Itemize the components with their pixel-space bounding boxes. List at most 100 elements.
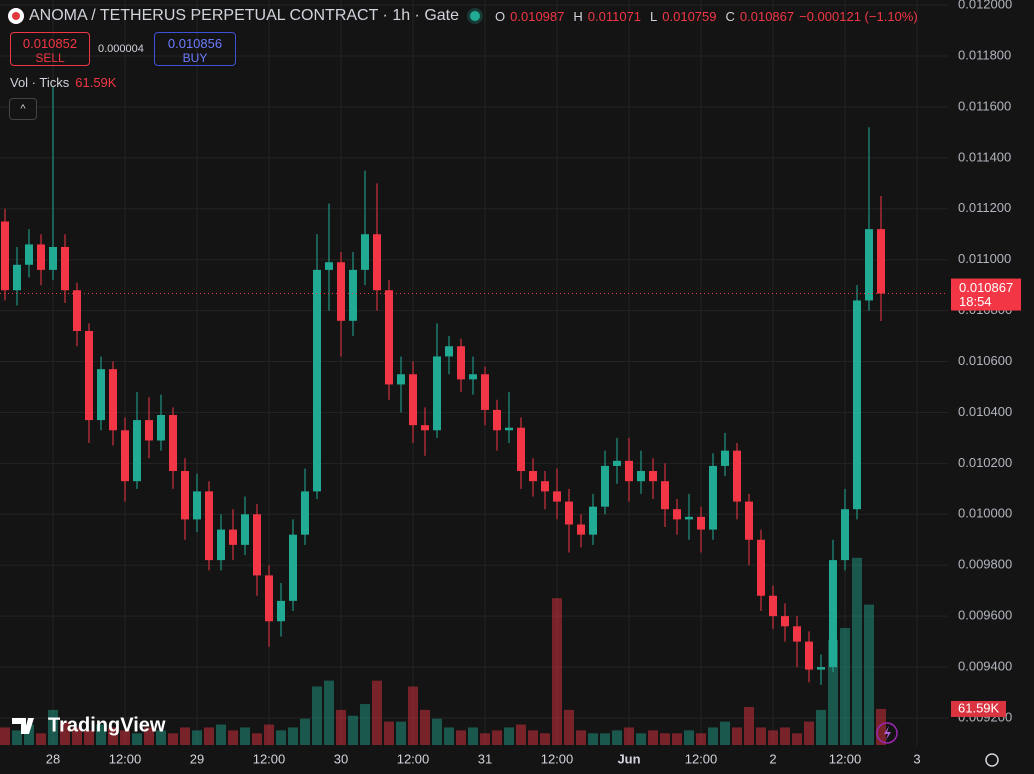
x-tick-label: 12:00 [253, 751, 286, 766]
volume-bar [840, 628, 850, 745]
candle-body [709, 465, 717, 530]
candle-body [769, 595, 777, 617]
candle-body [505, 427, 513, 431]
x-tick-label: 12:00 [685, 751, 718, 766]
volume-value: 61.59K [75, 75, 117, 90]
symbol-logo [8, 8, 24, 24]
candle-body [97, 369, 105, 421]
buy-button[interactable]: 0.010856 BUY [154, 32, 236, 66]
last-price-tag [951, 278, 1021, 311]
candle-body [265, 575, 273, 622]
candle-body [397, 374, 405, 385]
volume-bar [516, 724, 526, 745]
y-tick-label: 0.010400 [958, 404, 1012, 419]
x-tick-label: 12:00 [541, 751, 574, 766]
candle-body [601, 465, 609, 507]
settings-icon[interactable] [985, 753, 999, 767]
volume-bar [36, 733, 46, 745]
volume-bar [780, 727, 790, 745]
low-label: L [650, 8, 658, 24]
volume-bar [84, 730, 94, 745]
candle-body [529, 471, 537, 482]
x-tick-label: 2 [769, 751, 776, 766]
candle-body [697, 516, 705, 530]
volume-bar [168, 733, 178, 745]
x-tick-label: 3 [913, 751, 920, 766]
candle-body [37, 244, 45, 270]
candle-body [217, 529, 225, 561]
volume-bar [624, 727, 634, 745]
volume-bar [204, 727, 214, 745]
volume-bar [492, 730, 502, 745]
candle-body [25, 244, 33, 265]
candle-body [133, 420, 141, 482]
candle-body [757, 539, 765, 596]
candle-body [517, 427, 525, 472]
y-tick-label: 0.010000 [958, 506, 1012, 521]
candle-body [1, 221, 9, 291]
grid [0, 0, 948, 746]
alert-icon[interactable] [876, 722, 898, 744]
volume-legend: Vol · Ticks 61.59K [10, 75, 116, 90]
x-tick-label: 29 [190, 751, 204, 766]
candle-body [361, 234, 369, 270]
watermark-text: TradingView [48, 714, 166, 736]
candle-body [85, 330, 93, 421]
candle-body [637, 471, 645, 482]
last-price-label: 0.010867 [959, 280, 1013, 295]
close-label: C [725, 8, 735, 24]
candle-body [493, 409, 501, 431]
candle-body [193, 491, 201, 520]
volume-bar [108, 727, 118, 745]
y-tick-label: 0.009800 [958, 557, 1012, 572]
volume-bar [876, 708, 886, 745]
candle-body [385, 290, 393, 385]
sell-button[interactable]: 0.010852 SELL [10, 32, 90, 66]
volume-bar [660, 733, 670, 745]
x-tick-label: 28 [46, 751, 60, 766]
y-tick-label: 0.011600 [958, 98, 1011, 113]
volume-bar [60, 721, 70, 745]
candle-body [877, 229, 885, 294]
y-tick-label: 0.009400 [958, 659, 1012, 674]
candle-body [781, 616, 789, 627]
x-tick-label: 12:00 [829, 751, 862, 766]
volume-bar [0, 727, 10, 745]
volume-bar [708, 727, 718, 745]
volume-bar [792, 733, 802, 745]
x-tick-label: 30 [334, 751, 348, 766]
change-value: −0.000121 (−1.10%) [799, 8, 918, 24]
volume-bar [276, 730, 286, 745]
last-volume-label: 61.59K [958, 700, 1000, 715]
volume-bar [816, 709, 826, 745]
candle-body [457, 346, 465, 380]
collapse-button[interactable]: ^ [9, 98, 37, 120]
volume-bar [96, 724, 106, 745]
volume-bar [696, 733, 706, 745]
y-tick-label: 0.012000 [958, 0, 1012, 12]
volume-bar [480, 733, 490, 745]
volume-bar [600, 733, 610, 745]
volume-bar [408, 686, 418, 745]
candle-body [865, 229, 873, 301]
candle-body [685, 516, 693, 520]
countdown-label: 18:54 [959, 294, 992, 309]
volume-bar [72, 727, 82, 745]
volume-bar [420, 709, 430, 745]
y-tick-label: 0.011200 [958, 200, 1011, 215]
market-status [470, 11, 481, 21]
volume-bar [312, 686, 322, 745]
volume-bar [828, 639, 838, 745]
candle-body [445, 346, 453, 357]
close-value: 0.010867 [739, 8, 795, 24]
volume-bar [852, 557, 862, 745]
legend-header: ANOMA / TETHERUS PERPETUAL CONTRACT · 1h… [8, 6, 918, 26]
volume-bar [132, 733, 142, 745]
x-tick-label: 12:00 [397, 751, 430, 766]
symbol-title: ANOMA / TETHERUS PERPETUAL CONTRACT · 1h… [29, 7, 460, 24]
sell-price: 0.010852 [22, 36, 78, 51]
candle-body [145, 420, 153, 441]
high-label: H [573, 8, 583, 24]
candle-body [61, 246, 69, 291]
candle-body [409, 374, 417, 426]
